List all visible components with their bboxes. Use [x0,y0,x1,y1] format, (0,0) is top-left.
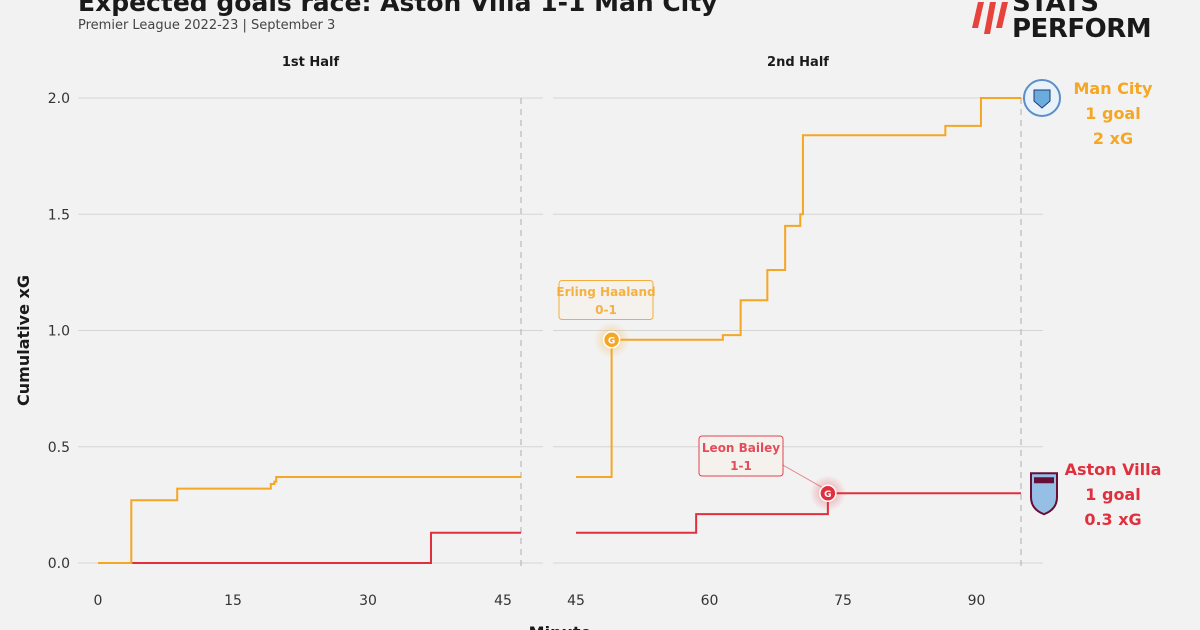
goal-marker-letter: G [824,490,831,500]
y-tick-label: 0.5 [48,440,70,456]
team-summary-line: Aston Villa [1065,460,1162,479]
team-summary-line: 2 xG [1093,129,1133,148]
goal-scorer-label: Leon Bailey [702,441,780,455]
x-tick-label: 75 [834,593,852,609]
aston-villa-crest [1030,472,1058,516]
team-summary-line: 1 goal [1085,485,1140,504]
panel-label: 2nd Half [767,55,829,70]
aston-villa-crest-band [1034,477,1054,484]
y-tick-label: 2.0 [48,91,70,107]
x-tick-label: 45 [494,593,512,609]
goal-score-label: 1-1 [730,459,752,473]
x-tick-label: 45 [567,593,585,609]
goal-callout-box [558,280,654,320]
x-axis-label: Minute [529,623,592,630]
page-title: Expected goals race: Aston Villa 1-1 Man… [78,0,718,17]
y-tick-label: 0.0 [48,556,70,572]
goal-marker [819,484,837,502]
man-city-first-half-line [98,475,521,564]
x-tick-label: 15 [224,593,242,609]
x-tick-label: 0 [94,593,103,609]
aston-villa-second-half-line [576,492,1021,534]
x-tick-label: 30 [359,593,377,609]
stats-perform-wordmark: STATS PERFORM [1012,0,1152,44]
stats-perform-logo [972,2,1008,34]
x-tick-label: 90 [968,593,986,609]
aston-villa-first-half-line [98,531,521,564]
team-summary-line: 1 goal [1085,104,1140,123]
goal-score-label: 0-1 [595,303,617,317]
y-tick-label: 1.0 [48,324,70,340]
goal-marker [602,331,621,349]
y-tick-label: 1.5 [48,207,70,223]
goal-callout-box [698,435,784,477]
page-subtitle: Premier League 2022-23 | September 3 [78,18,336,33]
y-axis-label: Cumulative xG [14,275,33,406]
goal-marker-letter: G [608,336,615,346]
man-city-second-half-line [576,97,1021,478]
logo-line-2: PERFORM [1012,14,1152,44]
goal-scorer-label: Erling Haaland [556,285,655,299]
team-summary-line: Man City [1074,79,1154,98]
panel-label: 1st Half [282,55,340,70]
man-city-shield [1033,89,1051,109]
team-summary-line: 0.3 xG [1084,510,1141,529]
logo-line-1: STATS [1012,0,1099,18]
x-tick-label: 60 [701,593,719,609]
